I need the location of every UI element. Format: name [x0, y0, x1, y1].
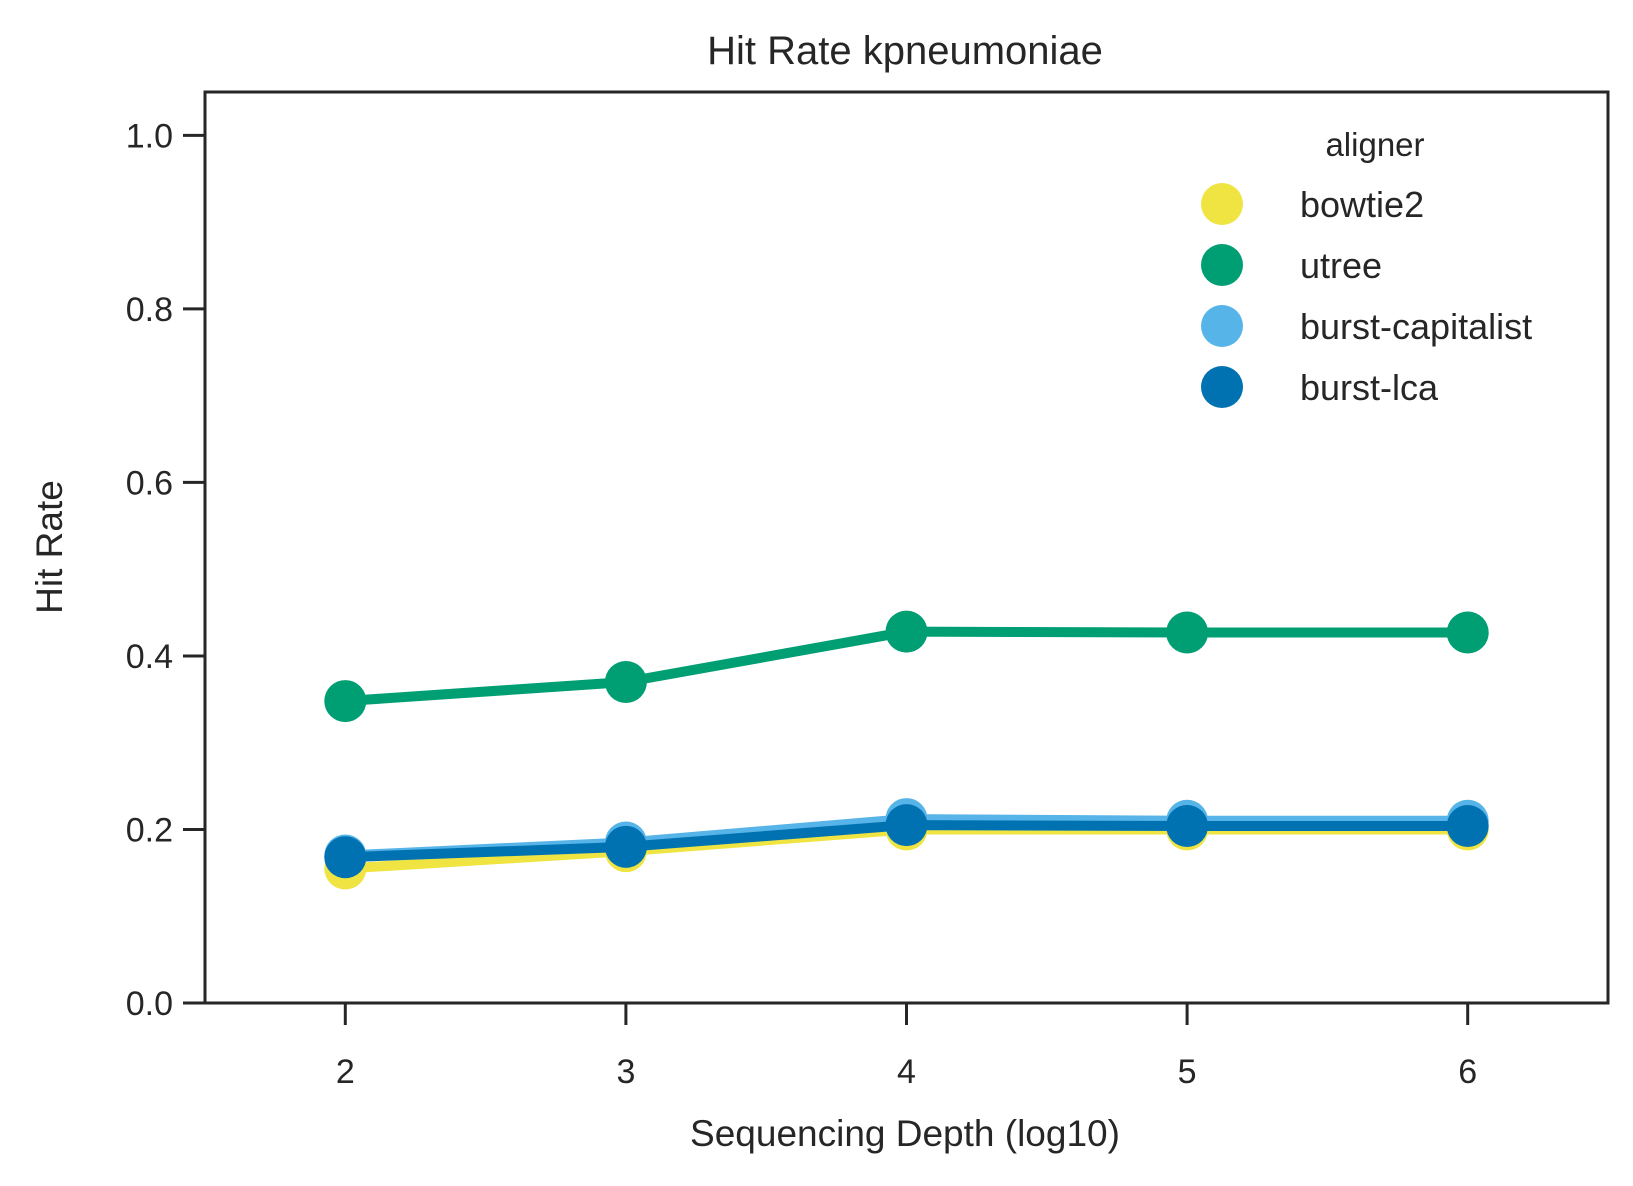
series-burst-lca: [324, 804, 1489, 879]
x-tick-label: 5: [1178, 1053, 1197, 1091]
y-tick-label: 0.6: [126, 464, 173, 502]
data-point-utree: [324, 680, 367, 723]
x-tick-label: 6: [1458, 1053, 1477, 1091]
x-axis-label: Sequencing Depth (log10): [690, 1113, 1120, 1154]
legend-title: aligner: [1325, 126, 1424, 163]
data-point-utree: [604, 660, 647, 703]
y-tick-label: 0.4: [126, 638, 173, 676]
y-tick-label: 1.0: [126, 117, 173, 155]
data-point-utree: [885, 610, 928, 653]
legend-marker-burst-lca: [1201, 366, 1243, 408]
y-tick-label: 0.0: [126, 985, 173, 1023]
chart-title: Hit Rate kpneumoniae: [707, 29, 1103, 73]
x-tick-label: 3: [616, 1053, 635, 1091]
y-tick-label: 0.2: [126, 811, 173, 849]
data-point-burst-lca: [604, 825, 647, 868]
legend-marker-utree: [1201, 244, 1243, 286]
series-group: [324, 610, 1489, 890]
y-axis-label: Hit Rate: [29, 480, 70, 614]
y-tick-label: 0.8: [126, 291, 173, 329]
legend-label-burst-capitalist: burst-capitalist: [1300, 306, 1532, 347]
data-point-burst-lca: [885, 804, 928, 847]
x-tick-label: 2: [336, 1053, 355, 1091]
data-point-burst-lca: [1166, 805, 1209, 848]
x-tick-label: 4: [897, 1053, 916, 1091]
axes: 0.0 0.2 0.4 0.6 0.8 1.0 2 3 4 5 6: [126, 117, 1477, 1091]
data-point-burst-lca: [324, 836, 367, 879]
legend-label-bowtie2: bowtie2: [1300, 184, 1424, 225]
data-point-utree: [1166, 611, 1209, 654]
series-utree: [324, 610, 1489, 723]
data-point-burst-lca: [1446, 805, 1489, 848]
legend-label-utree: utree: [1300, 245, 1382, 286]
legend-label-burst-lca: burst-lca: [1300, 367, 1439, 408]
legend-marker-bowtie2: [1201, 183, 1243, 225]
legend-marker-burst-capitalist: [1201, 305, 1243, 347]
legend: aligner bowtie2 utree burst-capitalist burs…: [1201, 126, 1532, 408]
data-point-utree: [1446, 611, 1489, 654]
